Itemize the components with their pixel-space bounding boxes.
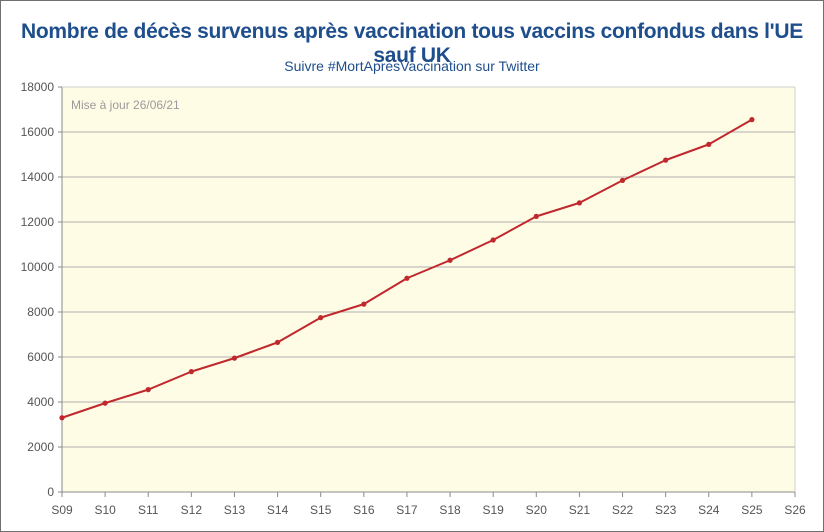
y-tick-label: 14000	[21, 170, 55, 184]
y-tick-label: 8000	[27, 305, 54, 319]
data-point	[102, 400, 108, 406]
x-tick-label: S17	[396, 503, 418, 517]
x-tick-label: S15	[310, 503, 332, 517]
data-point	[188, 369, 194, 375]
y-tick-label: 16000	[21, 125, 55, 139]
data-point	[404, 275, 410, 281]
data-point	[663, 157, 669, 163]
x-tick-label: S19	[482, 503, 504, 517]
x-tick-label: S14	[267, 503, 289, 517]
data-point	[59, 415, 65, 421]
series-group	[59, 117, 755, 421]
x-tick-label: S25	[741, 503, 763, 517]
data-point	[231, 355, 238, 361]
y-tick-label: 6000	[27, 350, 54, 364]
x-tick-label: S20	[526, 503, 548, 517]
chart-title: Nombre de décès survenus après vaccinati…	[21, 20, 803, 67]
x-tick-label: S16	[353, 503, 375, 517]
x-tick-label: S09	[51, 503, 73, 517]
data-point	[318, 315, 324, 321]
x-tick-label: S11	[138, 503, 159, 517]
y-tick-label: 4000	[27, 395, 54, 409]
plot-area	[62, 87, 795, 492]
data-point	[533, 213, 539, 219]
y-tick-label: 0	[47, 485, 54, 499]
y-tick-label: 2000	[27, 440, 54, 454]
data-point	[749, 117, 755, 123]
x-axis-ticks: S09 S10 S11 S12 S13 S14 S15 S16 S17 S18 S19 S20 S21 S…	[51, 492, 806, 517]
x-tick-label: S10	[94, 503, 116, 517]
data-point	[576, 200, 583, 206]
data-point	[274, 339, 281, 345]
data-point	[619, 177, 626, 183]
chart-subtitle: Suivre #MortApresVaccination sur Twitter	[284, 58, 540, 74]
x-tick-label: S22	[612, 503, 634, 517]
data-point	[706, 141, 712, 147]
x-tick-label: S24	[698, 503, 720, 517]
data-point	[145, 387, 151, 393]
x-tick-label: S23	[655, 503, 677, 517]
y-axis-ticks: 0 2000 4000 6000 8000 10000 12000 14000 16000 180…	[21, 80, 62, 499]
x-tick-label: S18	[439, 503, 461, 517]
update-annotation: Mise à jour 26/06/21	[71, 98, 180, 112]
axes	[61, 86, 796, 493]
data-point	[447, 257, 453, 263]
y-tick-label: 10000	[21, 260, 55, 274]
data-point	[490, 237, 496, 243]
x-tick-label: S12	[181, 503, 203, 517]
x-tick-label: S26	[784, 503, 806, 517]
data-point	[361, 301, 367, 307]
y-tick-label: 18000	[21, 80, 55, 94]
x-tick-label: S13	[224, 503, 246, 517]
y-tick-label: 12000	[21, 215, 55, 229]
x-tick-label: S21	[569, 503, 591, 517]
